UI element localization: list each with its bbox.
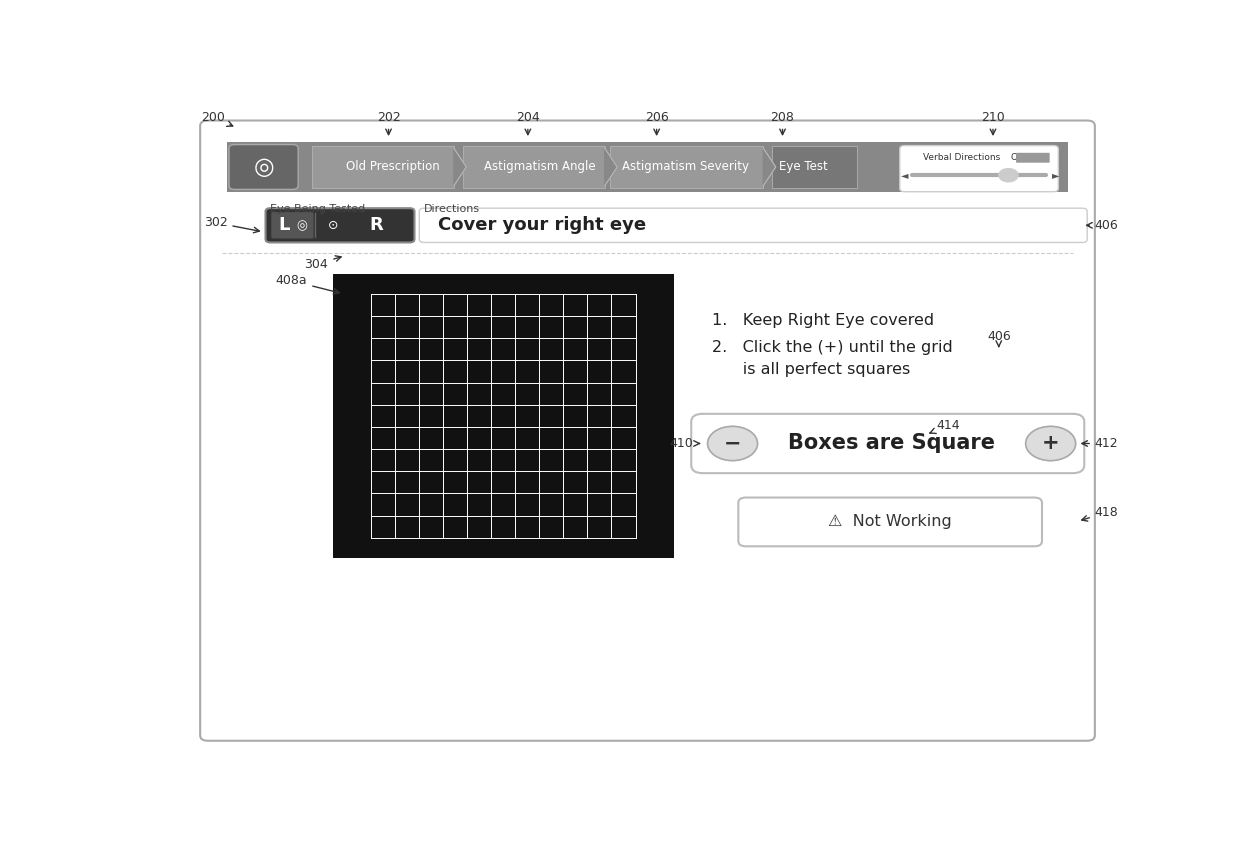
FancyBboxPatch shape — [265, 208, 414, 242]
Text: −: − — [724, 433, 742, 454]
Text: Cover your right eye: Cover your right eye — [439, 217, 646, 235]
Text: 208: 208 — [770, 110, 795, 134]
Text: 2.   Click the (+) until the grid: 2. Click the (+) until the grid — [712, 341, 954, 355]
Text: Boxes are Square: Boxes are Square — [789, 433, 996, 454]
FancyBboxPatch shape — [463, 146, 605, 187]
Text: 206: 206 — [645, 110, 668, 134]
Text: ►: ► — [1052, 170, 1059, 181]
Polygon shape — [454, 148, 466, 186]
Circle shape — [708, 426, 758, 461]
Polygon shape — [764, 148, 776, 186]
Text: 302: 302 — [203, 217, 259, 233]
FancyBboxPatch shape — [229, 145, 298, 189]
Text: R: R — [370, 217, 383, 235]
Circle shape — [1025, 426, 1075, 461]
Text: Astigmatism Angle: Astigmatism Angle — [484, 160, 595, 174]
Text: ◄: ◄ — [900, 170, 909, 181]
FancyBboxPatch shape — [773, 146, 857, 187]
Text: +: + — [1042, 433, 1059, 454]
Text: Old Prescription: Old Prescription — [346, 160, 440, 174]
Text: 304: 304 — [305, 256, 341, 270]
Text: L: L — [278, 217, 289, 235]
Text: 406: 406 — [987, 330, 1011, 347]
Text: ON: ON — [1011, 153, 1024, 162]
FancyBboxPatch shape — [419, 208, 1087, 242]
Text: 410: 410 — [670, 437, 699, 450]
FancyBboxPatch shape — [311, 146, 454, 187]
Text: ⚠  Not Working: ⚠ Not Working — [828, 514, 952, 529]
Text: 200: 200 — [201, 110, 233, 127]
Text: 1.   Keep Right Eye covered: 1. Keep Right Eye covered — [712, 312, 935, 328]
Text: Astigmatism Severity: Astigmatism Severity — [622, 160, 749, 174]
FancyBboxPatch shape — [1016, 153, 1050, 163]
Text: 408a: 408a — [275, 274, 340, 294]
Text: ◎: ◎ — [296, 219, 308, 232]
Text: 414: 414 — [930, 419, 960, 433]
FancyBboxPatch shape — [738, 497, 1042, 546]
Text: Eye Test: Eye Test — [779, 160, 828, 174]
Text: ◎: ◎ — [253, 155, 274, 179]
Text: Verbal Directions: Verbal Directions — [923, 153, 1001, 162]
Circle shape — [999, 169, 1018, 181]
FancyBboxPatch shape — [272, 212, 314, 239]
Text: 406: 406 — [1086, 219, 1118, 232]
FancyBboxPatch shape — [610, 146, 764, 187]
Text: ⊙: ⊙ — [327, 219, 339, 232]
FancyBboxPatch shape — [200, 121, 1095, 740]
Text: is all perfect squares: is all perfect squares — [712, 362, 910, 377]
Text: 418: 418 — [1081, 506, 1118, 521]
Text: 412: 412 — [1081, 437, 1118, 450]
Text: Directions: Directions — [424, 205, 480, 215]
Text: 202: 202 — [377, 110, 401, 134]
FancyBboxPatch shape — [332, 274, 675, 557]
Text: Eye Being Tested: Eye Being Tested — [270, 205, 366, 215]
FancyBboxPatch shape — [227, 142, 1068, 192]
FancyBboxPatch shape — [900, 146, 1059, 192]
Text: 210: 210 — [981, 110, 1004, 134]
Polygon shape — [605, 148, 618, 186]
Text: 204: 204 — [516, 110, 539, 134]
FancyBboxPatch shape — [691, 413, 1084, 473]
